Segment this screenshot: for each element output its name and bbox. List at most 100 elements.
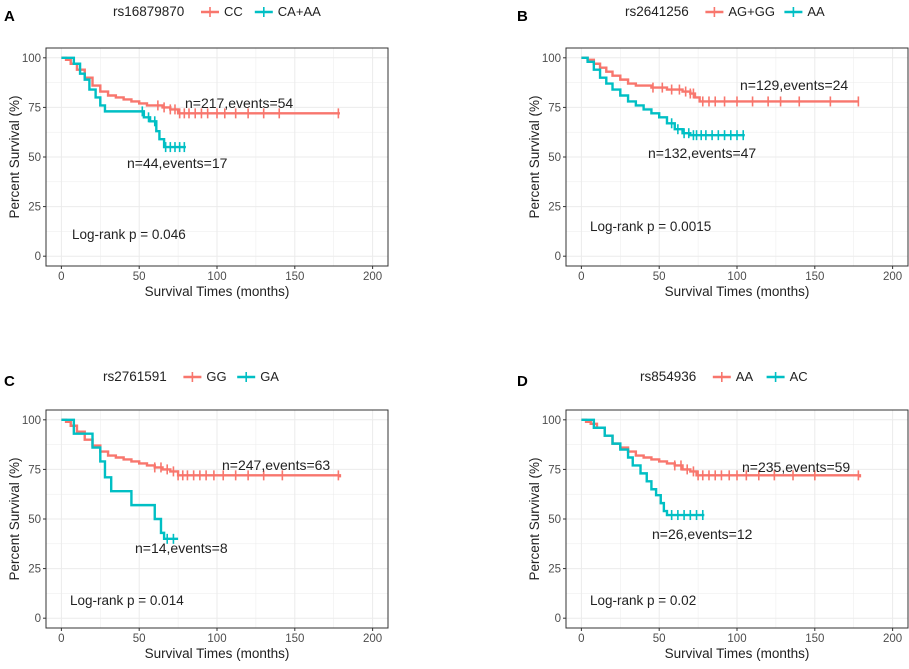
legend-title: rs2761591 — [103, 369, 167, 384]
series-annotation: n=235,events=59 — [742, 459, 850, 475]
x-tick-label: 200 — [883, 271, 902, 283]
y-tick-label: 25 — [28, 202, 41, 214]
survival-curve — [61, 418, 179, 541]
x-tick-label: 50 — [653, 271, 666, 283]
series-ga: n=14,events=8 — [61, 418, 228, 556]
x-tick-label: 150 — [805, 633, 824, 645]
x-tick-label: 100 — [207, 271, 226, 283]
panel-letter: D — [517, 373, 528, 390]
panel-letter: B — [517, 8, 528, 25]
legend-label: AA — [807, 4, 825, 19]
y-axis-title: Percent Survival (%) — [7, 95, 22, 218]
y-tick-label: 0 — [35, 613, 41, 625]
series-annotation: n=129,events=24 — [740, 77, 848, 93]
survival-curve — [61, 56, 186, 149]
series-annotation: n=132,events=47 — [648, 145, 756, 161]
y-tick-label: 25 — [548, 564, 561, 576]
y-axis-title: Percent Survival (%) — [527, 457, 542, 580]
series-gg: n=247,events=63 — [61, 418, 342, 481]
x-tick-label: 150 — [285, 271, 304, 283]
gridlines — [566, 410, 908, 628]
x-tick-label: 100 — [727, 633, 746, 645]
survival-curve — [581, 418, 705, 517]
x-tick-label: 0 — [58, 271, 64, 283]
survival-curve — [581, 56, 859, 103]
y-tick-label: 50 — [548, 152, 561, 164]
legend: rs16879870 CC CA+AA — [113, 4, 321, 19]
x-tick-label: 200 — [363, 271, 382, 283]
x-axis-title: Survival Times (months) — [665, 646, 810, 661]
y-tick-label: 0 — [35, 251, 41, 263]
series-cc: n=217,events=54 — [61, 56, 340, 119]
logrank-pvalue: Log-rank p = 0.02 — [590, 593, 696, 608]
y-tick-label: 100 — [542, 415, 561, 427]
legend: rs2641256 AG+GG AA — [625, 4, 825, 19]
y-tick-label: 25 — [28, 564, 41, 576]
y-tick-label: 25 — [548, 202, 561, 214]
x-tick-label: 50 — [133, 271, 146, 283]
plot-frame — [45, 409, 389, 629]
legend-label: AG+GG — [728, 4, 775, 19]
plot-frame — [565, 409, 909, 629]
panel-letter: A — [4, 8, 15, 25]
y-tick-label: 75 — [548, 464, 561, 476]
x-tick-label: 100 — [207, 633, 226, 645]
y-tick-label: 0 — [555, 251, 561, 263]
legend-title: rs16879870 — [113, 4, 184, 19]
series-ag-gg: n=129,events=24 — [581, 56, 860, 107]
series-aa: n=132,events=47 — [581, 56, 756, 161]
legend: rs854936 AA AC — [640, 369, 808, 384]
y-tick-label: 75 — [28, 464, 41, 476]
legend-title: rs2641256 — [625, 4, 689, 19]
legend-label: CA+AA — [278, 4, 321, 19]
y-tick-label: 0 — [555, 613, 561, 625]
x-tick-label: 150 — [285, 633, 304, 645]
legend-label: AC — [790, 369, 808, 384]
y-tick-label: 50 — [548, 514, 561, 526]
logrank-pvalue: Log-rank p = 0.014 — [70, 593, 184, 608]
x-tick-label: 50 — [653, 633, 666, 645]
gridlines — [566, 48, 908, 266]
y-tick-label: 50 — [28, 152, 41, 164]
panel-letter: C — [4, 373, 15, 390]
y-axis-title: Percent Survival (%) — [527, 95, 542, 218]
y-tick-label: 100 — [22, 53, 41, 65]
y-tick-label: 50 — [28, 514, 41, 526]
x-axis-title: Survival Times (months) — [665, 284, 810, 299]
gridlines — [46, 48, 388, 266]
legend-title: rs854936 — [640, 369, 696, 384]
legend-label: CC — [224, 4, 243, 19]
x-tick-label: 200 — [883, 633, 902, 645]
x-tick-label: 100 — [727, 271, 746, 283]
series-annotation: n=44,events=17 — [127, 155, 228, 171]
legend: rs2761591 GG GA — [103, 369, 279, 384]
logrank-pvalue: Log-rank p = 0.0015 — [590, 219, 711, 234]
x-tick-label: 150 — [805, 271, 824, 283]
y-tick-label: 75 — [548, 102, 561, 114]
x-tick-label: 0 — [578, 271, 584, 283]
series-annotation: n=247,events=63 — [222, 457, 330, 473]
survival-curve — [581, 56, 745, 137]
series-ac: n=26,events=12 — [581, 418, 753, 542]
x-tick-label: 0 — [578, 633, 584, 645]
legend-label: AA — [736, 369, 754, 384]
gridlines — [46, 410, 388, 628]
y-tick-label: 100 — [542, 53, 561, 65]
legend-label: GG — [206, 369, 226, 384]
x-axis-title: Survival Times (months) — [145, 284, 290, 299]
plot-frame — [45, 47, 389, 267]
x-tick-label: 200 — [363, 633, 382, 645]
logrank-pvalue: Log-rank p = 0.046 — [72, 227, 186, 242]
series-annotation: n=217,events=54 — [185, 95, 293, 111]
plot-frame — [565, 47, 909, 267]
legend-label: GA — [260, 369, 279, 384]
series-aa: n=235,events=59 — [581, 418, 862, 481]
series-annotation: n=26,events=12 — [652, 526, 753, 542]
